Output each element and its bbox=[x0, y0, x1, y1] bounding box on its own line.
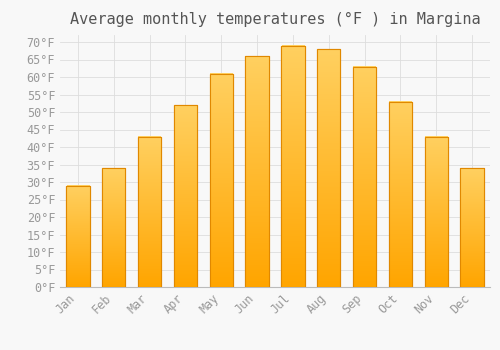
Bar bbox=[424, 136, 448, 287]
Bar bbox=[317, 49, 340, 287]
Bar bbox=[102, 168, 126, 287]
Bar bbox=[389, 102, 412, 287]
Bar bbox=[282, 46, 304, 287]
Bar bbox=[246, 56, 268, 287]
Bar bbox=[138, 136, 161, 287]
Bar bbox=[174, 105, 197, 287]
Bar bbox=[66, 186, 90, 287]
Title: Average monthly temperatures (°F ) in Margina: Average monthly temperatures (°F ) in Ma… bbox=[70, 12, 480, 27]
Bar bbox=[460, 168, 483, 287]
Bar bbox=[210, 74, 233, 287]
Bar bbox=[353, 66, 376, 287]
